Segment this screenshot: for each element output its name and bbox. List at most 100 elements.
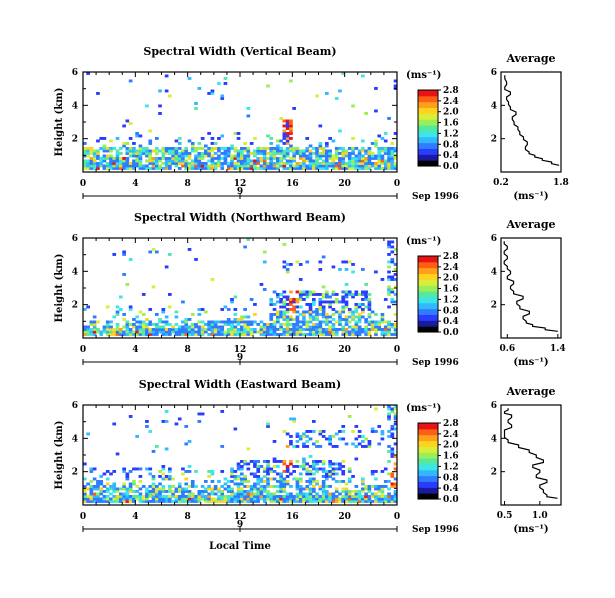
heatmap-cell <box>351 313 355 316</box>
colorbar-swatch <box>418 148 438 155</box>
heatmap-cell <box>341 490 346 493</box>
heatmap-cell <box>383 159 388 163</box>
heatmap-cell <box>243 495 247 498</box>
heatmap-cell <box>223 320 228 324</box>
heatmap-cell <box>292 328 296 331</box>
heatmap-cell <box>298 154 303 158</box>
heatmap-cell <box>161 328 166 331</box>
heatmap-cell <box>380 315 385 319</box>
heatmap-cell <box>318 308 323 311</box>
heatmap-cell <box>380 470 385 473</box>
heatmap-cell <box>295 330 300 334</box>
heatmap-cell <box>230 164 234 168</box>
heatmap-cell <box>354 308 359 311</box>
heatmap-cell <box>354 330 359 334</box>
heatmap-cell <box>367 445 372 448</box>
heatmap-cell <box>213 164 218 168</box>
heatmap-cell <box>217 500 221 503</box>
heatmap-cell <box>325 318 329 321</box>
heatmap-cell <box>347 492 352 496</box>
heatmap-cell <box>200 320 205 324</box>
heatmap-cell <box>122 142 126 145</box>
heatmap-cell <box>383 298 388 301</box>
heatmap-cell <box>83 500 87 503</box>
heatmap-cell <box>279 293 283 296</box>
heatmap-cell <box>387 154 391 158</box>
heatmap-cell <box>393 323 398 326</box>
heatmap-cell <box>282 485 287 488</box>
heatmap-cell <box>115 310 120 314</box>
heatmap-cell <box>256 323 261 326</box>
heatmap-cell <box>230 167 234 170</box>
heatmap-cell <box>344 167 349 170</box>
heatmap-cell <box>204 144 208 148</box>
heatmap-cell <box>236 330 241 334</box>
heatmap-cell <box>364 500 368 503</box>
colorbar-swatch <box>418 458 438 465</box>
heatmap-cell <box>361 490 365 493</box>
heatmap-cell <box>262 460 267 463</box>
y-axis-label: Height (km) <box>54 88 65 157</box>
heatmap-cell <box>125 149 130 153</box>
heatmap-cell <box>236 159 241 163</box>
heatmap-cell <box>298 485 303 488</box>
heatmap-cell <box>361 162 365 165</box>
heatmap-cell <box>223 159 228 163</box>
heatmap-cell <box>390 258 395 261</box>
y-axis-label: Height (km) <box>54 421 65 490</box>
heatmap-cell <box>259 465 264 468</box>
heatmap-cell <box>393 490 398 493</box>
heatmap-cell <box>135 152 139 155</box>
heatmap-cell <box>321 293 326 296</box>
heatmap-cell <box>240 328 244 331</box>
colorbar-tick-label: 1.6 <box>443 119 459 129</box>
heatmap-cell <box>236 149 241 153</box>
heatmap-cell <box>315 308 319 311</box>
heatmap-cell <box>246 107 251 110</box>
heatmap-cell <box>135 495 139 498</box>
heatmap-cell <box>128 162 133 165</box>
colorbar-swatch <box>418 119 438 126</box>
heatmap-cell <box>109 162 113 165</box>
heatmap-cell <box>158 325 162 329</box>
heatmap-cell <box>334 157 339 160</box>
heatmap-cell <box>383 147 388 150</box>
heatmap-cell <box>308 330 313 334</box>
heatmap-cell <box>262 260 267 264</box>
heatmap-cell <box>148 467 153 471</box>
heatmap-cell <box>217 497 221 501</box>
heatmap-cell <box>272 147 277 150</box>
heatmap-cell <box>125 325 130 329</box>
heatmap-cell <box>99 475 104 478</box>
heatmap-cell <box>171 485 175 488</box>
heatmap-cell <box>210 490 215 493</box>
heatmap-cell <box>374 157 378 160</box>
heatmap-cell <box>155 323 159 326</box>
heatmap-cell <box>289 417 293 421</box>
heatmap-cell <box>187 152 192 155</box>
heatmap-cell <box>262 159 267 163</box>
heatmap-cell <box>223 305 228 309</box>
heatmap-cell <box>308 164 313 168</box>
heatmap-cell <box>361 147 365 150</box>
heatmap-cell <box>328 328 332 331</box>
heatmap-cell <box>210 162 215 165</box>
heatmap-cell <box>262 480 267 483</box>
heatmap-cell <box>220 333 225 336</box>
heatmap-cell <box>393 164 398 168</box>
heatmap-cell <box>99 487 104 491</box>
heatmap-cell <box>161 490 166 493</box>
heatmap-cell <box>295 147 300 150</box>
heatmap-cell <box>230 467 234 471</box>
heatmap-cell <box>357 495 362 498</box>
heatmap-cell <box>276 495 280 498</box>
heatmap-cell <box>151 485 156 488</box>
heatmap-cell <box>161 472 166 476</box>
heatmap-cell <box>174 490 179 493</box>
heatmap-cell <box>361 328 365 331</box>
heatmap-cell <box>240 477 244 481</box>
heatmap-cell <box>246 485 251 488</box>
heatmap-cell <box>374 162 378 165</box>
heatmap-cell <box>109 320 113 324</box>
heatmap-cell <box>315 313 319 316</box>
